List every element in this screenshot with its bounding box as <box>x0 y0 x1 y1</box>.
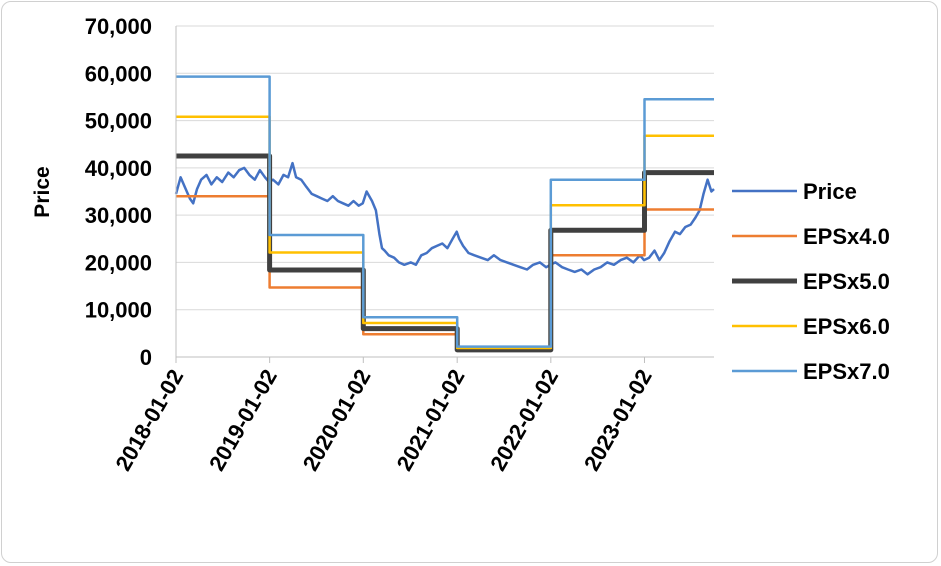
y-tick-label: 20,000 <box>85 250 152 275</box>
x-tick-label: 2019-01-02 <box>204 365 282 475</box>
y-tick-label: 70,000 <box>85 14 152 39</box>
legend-label: EPSx4.0 <box>803 224 890 249</box>
series-line-epsx5-0 <box>176 153 714 353</box>
y-tick-label: 10,000 <box>85 298 152 323</box>
y-tick-label: 0 <box>140 345 152 370</box>
y-axis-title: Price <box>31 166 54 217</box>
legend-label: Price <box>803 179 857 204</box>
x-tick-label: 2022-01-02 <box>485 365 563 475</box>
plot-series <box>174 75 715 353</box>
series-line-price <box>174 161 715 276</box>
series-line-epsx7-0 <box>176 75 714 348</box>
x-tick-label: 2018-01-02 <box>110 365 188 475</box>
y-tick-label: 60,000 <box>85 61 152 86</box>
legend-label: EPSx5.0 <box>803 269 890 294</box>
x-tick-label: 2021-01-02 <box>392 365 470 475</box>
gridlines <box>176 25 714 311</box>
x-axis-tick-labels: 2018-01-02 2019-01-02 2020-01-02 2021-01-02… <box>110 365 656 475</box>
axes <box>175 26 714 363</box>
y-axis-tick-labels: 0 10,000 20,000 30,000 40,000 50,000 60,000 70,… <box>85 14 152 370</box>
x-tick-label: 2020-01-02 <box>298 365 376 475</box>
y-tick-label: 40,000 <box>85 156 152 181</box>
legend: Price EPSx4.0 EPSx5.0 EPSx6.0 EPSx7.0 <box>732 179 890 384</box>
x-tick-label: 2023-01-02 <box>579 365 657 475</box>
legend-label: EPSx7.0 <box>803 359 890 384</box>
y-tick-label: 30,000 <box>85 203 152 228</box>
legend-label: EPSx6.0 <box>803 314 890 339</box>
y-tick-label: 50,000 <box>85 109 152 134</box>
